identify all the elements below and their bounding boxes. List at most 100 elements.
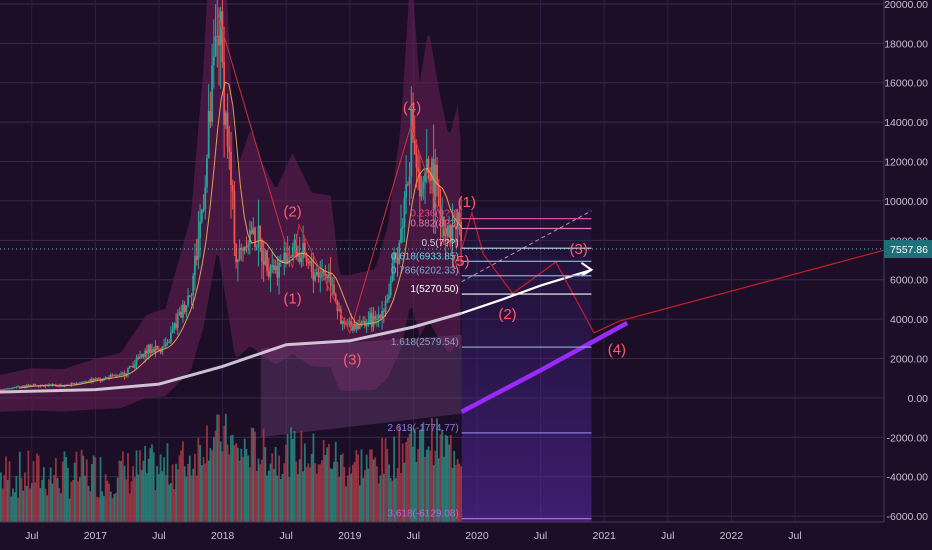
fib-level-label: 3.618(-6129.08)	[388, 509, 459, 520]
volatility-bands	[0, 0, 592, 522]
volume-bar	[178, 455, 181, 522]
volume-bar	[15, 475, 18, 522]
candle-body	[293, 239, 296, 247]
volume-bar	[49, 467, 52, 522]
candle-body	[460, 221, 462, 242]
volume-bar	[194, 453, 196, 522]
candle-body	[137, 357, 140, 359]
volume-bar	[300, 430, 303, 522]
candle-body	[78, 382, 81, 384]
volume-bar	[176, 469, 179, 522]
candle-body	[291, 246, 294, 257]
time-tick-label: Jul	[279, 530, 292, 542]
candle-body	[125, 373, 128, 376]
volume-bar	[386, 448, 389, 522]
volume-bar	[418, 429, 421, 522]
volume-bar	[262, 428, 265, 522]
time-tick-label: 2017	[84, 530, 108, 542]
candle-body	[207, 110, 210, 159]
volume-bar	[412, 446, 414, 522]
volume-bar	[120, 461, 122, 522]
candle-body	[216, 35, 219, 37]
volume-bar	[283, 463, 286, 522]
volume-bar	[352, 464, 354, 522]
volume-bar	[334, 441, 337, 522]
time-axis[interactable]: Jul 2017 Jul 2018 Jul 2019 Jul 2020 Jul 2021 Jul 20…	[0, 521, 932, 550]
candle-body	[437, 184, 440, 206]
volume-bar	[116, 477, 119, 522]
candle-body	[70, 383, 73, 386]
candle-body	[176, 314, 179, 328]
candle-body	[142, 354, 145, 357]
volume-bar	[360, 449, 363, 522]
candle-body	[267, 271, 270, 277]
volume-bar	[128, 493, 131, 522]
wave-count-line	[217, 13, 460, 335]
candle-body	[420, 188, 423, 197]
volume-bar	[159, 454, 162, 522]
volume-bar	[36, 453, 38, 522]
volume-bar	[238, 460, 241, 522]
time-tick-label: Jul	[661, 530, 674, 542]
volume-bar	[169, 483, 172, 522]
candle-body	[211, 65, 214, 122]
candle-body	[139, 356, 141, 359]
volume-bar	[233, 445, 236, 522]
candle-body	[456, 212, 459, 230]
candle-body	[252, 227, 255, 234]
candle-body	[418, 171, 421, 197]
candle-body	[238, 247, 241, 260]
candle-body	[254, 227, 256, 248]
volume-bar	[60, 493, 62, 522]
volume-bar	[362, 477, 365, 522]
projection-arrow-head	[580, 262, 594, 277]
candle-body	[159, 350, 162, 353]
volume-bar	[182, 441, 184, 522]
candle-body	[271, 265, 274, 268]
candle-body	[151, 349, 153, 354]
volume-bar	[276, 475, 279, 522]
candle-body	[422, 181, 425, 189]
volume-bar	[135, 450, 138, 522]
candle-body	[453, 224, 456, 227]
candle-body	[259, 225, 262, 240]
volume-bar	[132, 466, 135, 522]
candle-body	[17, 386, 19, 388]
candle-body	[147, 344, 150, 354]
volume-bar	[156, 465, 159, 522]
candle-body	[350, 321, 353, 331]
volume-bar	[200, 465, 203, 522]
candle-body	[61, 385, 64, 387]
volume-bar	[456, 458, 459, 522]
candle-body	[163, 346, 165, 348]
volume-bar	[348, 467, 351, 522]
volume-bar	[279, 479, 282, 522]
volume-bar	[22, 490, 25, 522]
candle-body	[12, 387, 14, 389]
indicator-lines	[0, 13, 885, 414]
volume-bar	[439, 434, 442, 522]
candle-body	[406, 184, 409, 186]
candle-body	[194, 255, 196, 276]
candle-body	[324, 273, 327, 277]
volume-bar	[113, 494, 116, 522]
volume-bar	[406, 437, 409, 522]
volume-bar	[140, 469, 143, 522]
price-tick-label: 14000.00	[884, 117, 928, 129]
candle-body	[425, 158, 428, 174]
candle-body	[187, 295, 189, 306]
candle-body	[362, 321, 365, 323]
candle-body	[178, 311, 181, 315]
candle-body	[451, 224, 454, 244]
volume-bar	[202, 456, 205, 522]
candle-body	[248, 230, 251, 245]
volume-bar	[355, 450, 358, 522]
volume-bar	[376, 466, 378, 522]
volume-bar	[85, 459, 88, 522]
volume-bar	[449, 434, 452, 522]
candle-body	[190, 295, 193, 297]
candle-body	[32, 384, 35, 386]
volume-bar	[151, 444, 153, 522]
